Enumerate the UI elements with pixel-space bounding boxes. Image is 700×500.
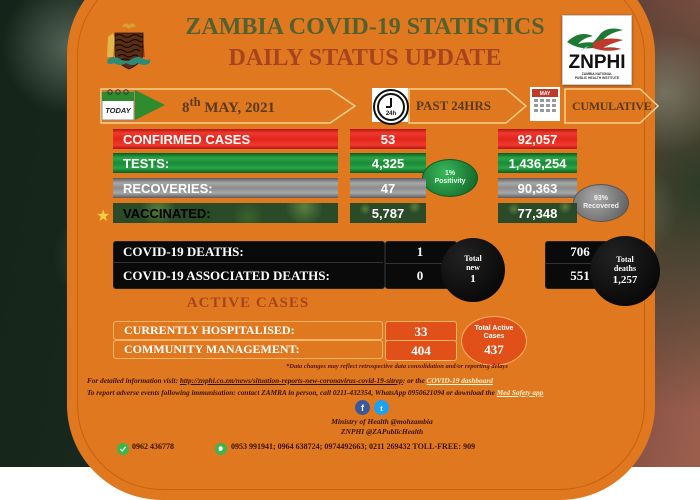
svg-text:ZNPHI: ZNPHI [569,52,626,73]
svg-text:MAY: MAY [540,91,551,97]
svg-text:24h: 24h [386,111,397,117]
svg-text:TODAY: TODAY [105,106,132,115]
svg-text:PUBLIC HEALTH INSTITUTE: PUBLIC HEALTH INSTITUTE [575,76,620,80]
